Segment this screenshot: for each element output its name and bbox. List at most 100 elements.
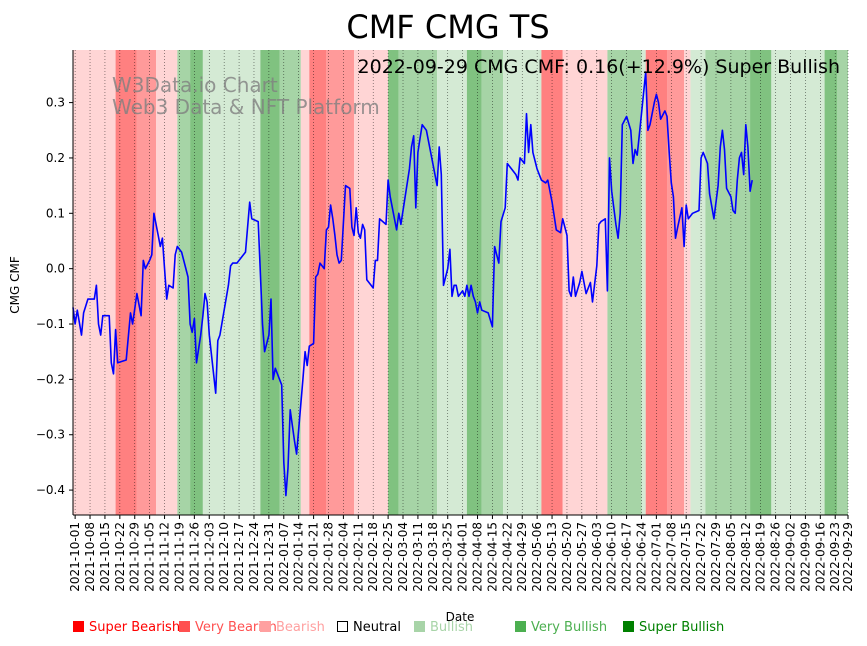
band-very_bullish — [177, 50, 191, 515]
x-tick-label: 2022-03-04 — [396, 522, 410, 592]
legend-swatch — [73, 621, 84, 632]
cmf-line — [72, 71, 753, 497]
x-tick-label: 2022-06-03 — [590, 522, 604, 592]
x-tick-label: 2022-08-05 — [724, 522, 738, 592]
legend-label: Super Bearish — [89, 620, 181, 635]
band-super_bearish — [115, 50, 137, 515]
x-tick-label: 2021-10-01 — [68, 522, 82, 592]
x-tick-label: 2022-05-27 — [575, 522, 589, 592]
band-very_bearish — [667, 50, 685, 515]
x-tick-label: 2022-04-08 — [471, 522, 485, 592]
legend-item: Super Bearish — [73, 620, 180, 635]
x-tick-label: 2021-12-17 — [232, 522, 246, 592]
legend-swatch — [260, 621, 271, 632]
band-bullish — [771, 50, 825, 515]
x-tick-label: 2022-05-06 — [530, 522, 544, 592]
cmf-line-group — [72, 71, 753, 497]
y-tick-label: −0.1 — [36, 317, 65, 331]
legend-item: Neutral — [337, 620, 401, 635]
legend-swatch — [515, 621, 526, 632]
x-tick-label: 2022-04-29 — [515, 522, 529, 592]
x-tick-label: 2021-11-19 — [172, 522, 186, 592]
y-tick-label: 0.1 — [46, 206, 65, 220]
x-tick-label: 2021-12-10 — [217, 522, 231, 592]
band-very_bullish — [607, 50, 642, 515]
x-tick-label: 2021-11-26 — [187, 522, 201, 592]
x-tick-label: 2022-02-11 — [351, 522, 365, 592]
band-very_bullish — [481, 50, 504, 515]
band-bullish — [641, 50, 646, 515]
band-very_bullish — [279, 50, 301, 515]
x-tick-label: 2022-07-01 — [649, 522, 663, 592]
headline-status: 2022-09-29 CMG CMF: 0.16(+12.9%) Super B… — [358, 56, 840, 78]
band-super_bullish — [260, 50, 280, 515]
legend-label: Bullish — [430, 620, 474, 635]
x-tick-label: 2022-07-22 — [694, 522, 708, 592]
x-tick-label: 2022-04-15 — [485, 522, 499, 592]
band-super_bearish — [541, 50, 563, 515]
legend-swatch — [414, 621, 425, 632]
band-bearish — [156, 50, 178, 515]
x-tick-label: 2022-07-08 — [664, 522, 678, 592]
band-super_bullish — [388, 50, 399, 515]
legend-item: Bearish — [260, 620, 325, 635]
band-very_bullish — [837, 50, 848, 515]
x-tick-label: 2022-09-23 — [828, 522, 842, 592]
legend-item: Super Bullish — [623, 620, 724, 635]
x-tick-label: 2022-08-12 — [739, 522, 753, 592]
band-very_bearish — [326, 50, 355, 515]
x-tick-label: 2022-01-07 — [277, 522, 291, 592]
x-tick-label: 2021-12-03 — [202, 522, 216, 592]
x-tick-label: 2021-10-08 — [83, 522, 97, 592]
band-super_bullish — [466, 50, 482, 515]
legend-swatch — [623, 621, 634, 632]
band-bearish — [300, 50, 310, 515]
x-tick-label: 2022-02-04 — [336, 522, 350, 592]
band-super_bullish — [190, 50, 203, 515]
x-tick-label: 2022-02-18 — [366, 522, 380, 592]
legend-label: Neutral — [353, 620, 401, 635]
x-tick-label: 2022-03-11 — [411, 522, 425, 592]
band-bullish — [202, 50, 261, 515]
legend-item: Very Bearish — [179, 620, 277, 635]
x-tick-label: 2021-12-31 — [262, 522, 276, 592]
x-tick-label: 2021-10-22 — [113, 522, 127, 592]
y-tick-label: −0.4 — [36, 483, 65, 497]
x-tick-label: 2022-03-18 — [426, 522, 440, 592]
band-bearish — [684, 50, 691, 515]
watermark-line-1: W3Data.io Chart — [112, 73, 278, 97]
band-super_bullish — [750, 50, 772, 515]
x-tick-label: 2022-08-26 — [769, 522, 783, 592]
band-bearish — [562, 50, 608, 515]
band-super_bullish — [824, 50, 838, 515]
legend-swatch — [337, 621, 348, 632]
x-tick-label: 2022-06-10 — [605, 522, 619, 592]
x-tick-label: 2021-11-05 — [143, 522, 157, 592]
band-bullish — [690, 50, 706, 515]
legend-item: Very Bullish — [515, 620, 607, 635]
x-tick-label: 2022-05-13 — [545, 522, 559, 592]
x-tick-label: 2022-09-09 — [798, 522, 812, 592]
x-tick-label: 2022-02-25 — [381, 522, 395, 592]
legend-label: Very Bullish — [531, 620, 608, 635]
x-tick-label: 2021-12-24 — [247, 522, 261, 592]
legend-label: Super Bullish — [639, 620, 725, 635]
x-tick-label: 2022-08-19 — [754, 522, 768, 592]
x-tick-label: 2022-01-14 — [292, 522, 306, 592]
x-tick-label: 2022-09-02 — [784, 522, 798, 592]
band-bearish — [73, 50, 116, 515]
x-tick-label: 2022-09-16 — [813, 522, 827, 592]
signal-bands — [73, 50, 848, 515]
legend-label: Very Bearish — [195, 620, 277, 635]
y-tick-label: 0.2 — [46, 151, 65, 165]
x-tick-label: 2022-04-01 — [456, 522, 470, 592]
x-tick-label: 2022-01-21 — [307, 522, 321, 592]
y-tick-label: 0.0 — [46, 262, 65, 276]
y-axis-label: CMG CMF — [8, 256, 22, 314]
chart-title: CMF CMG TS — [346, 8, 549, 46]
x-tick-label: 2021-10-15 — [98, 522, 112, 592]
y-tick-label: −0.3 — [36, 428, 65, 442]
x-tick-label: 2022-06-24 — [634, 522, 648, 592]
